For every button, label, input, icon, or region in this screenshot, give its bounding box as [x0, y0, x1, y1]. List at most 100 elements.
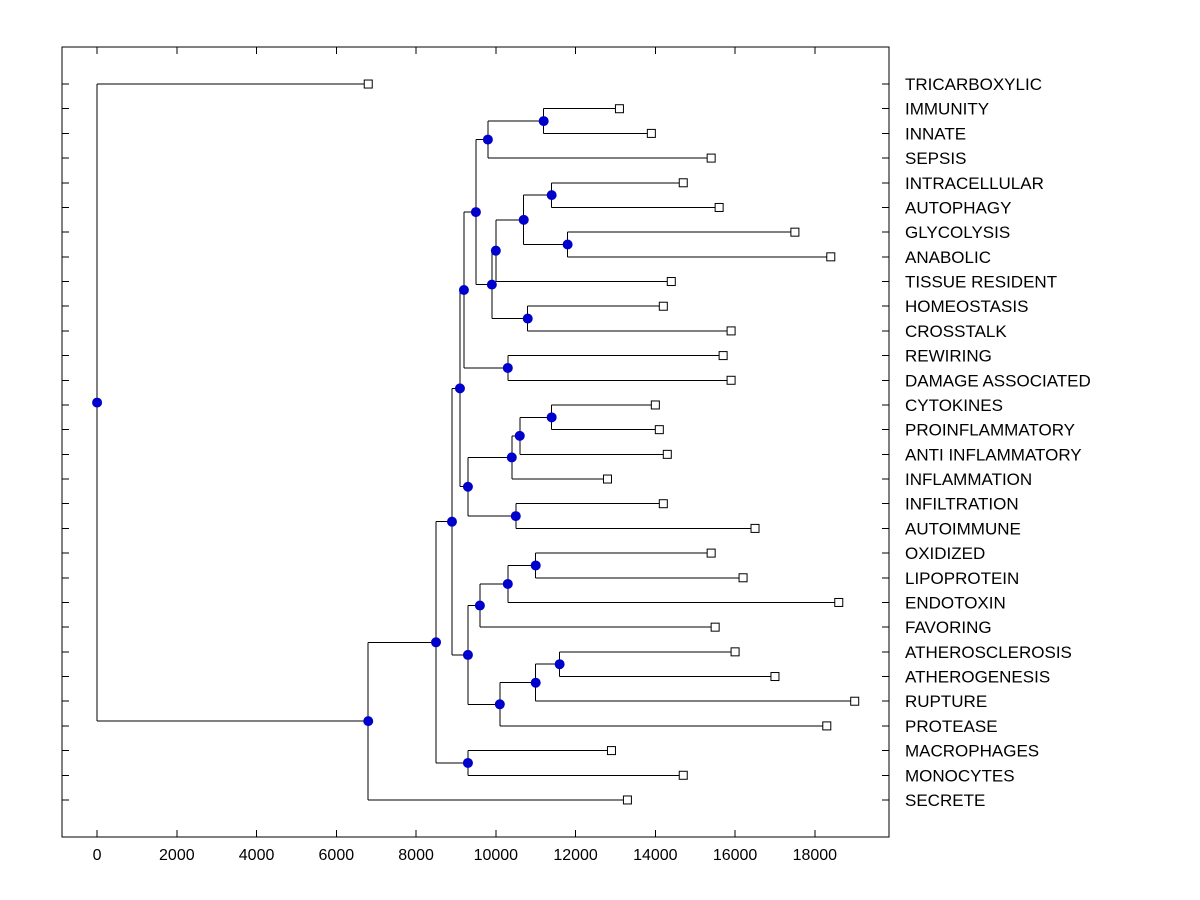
- leaf-label: CYTOKINES: [905, 396, 1003, 415]
- internal-node-marker: [490, 245, 501, 256]
- internal-node-marker: [546, 190, 557, 201]
- leaf-marker: [706, 548, 716, 558]
- internal-node-marker: [518, 214, 529, 225]
- leaf-label: GLYCOLYSIS: [905, 223, 1010, 242]
- x-tick-label: 6000: [319, 847, 355, 864]
- internal-node-marker: [494, 699, 505, 710]
- internal-node-marker: [530, 560, 541, 571]
- leaf-marker: [658, 301, 668, 311]
- leaf-label: PROTEASE: [905, 717, 998, 736]
- internal-node-marker: [363, 716, 374, 727]
- leaf-marker: [622, 795, 632, 805]
- leaf-label: INFILTRATION: [905, 495, 1019, 514]
- leaf-marker: [650, 400, 660, 410]
- leaf-label: ENDOTOXIN: [905, 593, 1006, 612]
- leaf-marker: [826, 252, 836, 262]
- leaf-label: TRICARBOXYLIC: [905, 75, 1042, 94]
- leaf-marker: [770, 672, 780, 682]
- leaf-marker: [834, 597, 844, 607]
- leaf-label: INTRACELLULAR: [905, 174, 1044, 193]
- internal-node-marker: [546, 412, 557, 423]
- leaf-label: ATHEROGENESIS: [905, 668, 1050, 687]
- internal-node-marker: [458, 285, 469, 296]
- internal-node-marker: [431, 637, 442, 648]
- leaf-label: MONOCYTES: [905, 766, 1015, 785]
- leaf-marker: [850, 696, 860, 706]
- leaf-marker: [363, 79, 373, 89]
- internal-node-marker: [538, 116, 549, 127]
- leaf-label: REWIRING: [905, 347, 992, 366]
- leaf-marker: [606, 746, 616, 756]
- leaf-label: ANABOLIC: [905, 248, 991, 267]
- leaf-marker: [602, 474, 612, 484]
- internal-node-marker: [462, 757, 473, 768]
- internal-node-marker: [482, 134, 493, 145]
- leaf-marker: [790, 227, 800, 237]
- leaf-label: ATHEROSCLEROSIS: [905, 643, 1072, 662]
- leaf-label: HOMEOSTASIS: [905, 297, 1028, 316]
- plot-box: [61, 46, 890, 838]
- leaf-labels: TRICARBOXYLIC IMMUNITY INNATE SEPSIS INTRACE…: [905, 75, 1091, 810]
- leaf-label: TISSUE RESIDENT: [905, 273, 1057, 292]
- leaf-label: PROINFLAMMATORY: [905, 421, 1075, 440]
- internal-node-marker: [554, 659, 565, 670]
- x-tick-label: 2000: [159, 847, 195, 864]
- x-tick-label: 0: [93, 847, 102, 864]
- leaf-label: SEPSIS: [905, 149, 966, 168]
- leaf-marker: [662, 449, 672, 459]
- leaf-marker: [750, 523, 760, 533]
- leaf-marker: [654, 425, 664, 435]
- leaf-marker: [726, 375, 736, 385]
- leaf-marker: [714, 202, 724, 212]
- leaf-marker: [718, 351, 728, 361]
- internal-node-marker: [470, 207, 481, 218]
- internal-node-marker: [522, 313, 533, 324]
- leaf-label: AUTOPHAGY: [905, 198, 1011, 217]
- internal-node-marker: [502, 578, 513, 589]
- leaf-marker: [706, 153, 716, 163]
- leaf-label: INNATE: [905, 124, 966, 143]
- leaf-marker: [658, 499, 668, 509]
- x-tick-label: 12000: [553, 847, 598, 864]
- markers: [92, 79, 860, 805]
- internal-node-marker: [92, 397, 103, 408]
- leaf-marker: [730, 647, 740, 657]
- leaf-label: RUPTURE: [905, 692, 987, 711]
- leaf-label: FAVORING: [905, 618, 992, 637]
- internal-node-marker: [514, 430, 525, 441]
- internal-node-marker: [530, 677, 541, 688]
- leaf-marker: [646, 128, 656, 138]
- leaf-label: AUTOIMMUNE: [905, 519, 1021, 538]
- internal-node-marker: [506, 452, 517, 463]
- leaf-marker: [614, 104, 624, 114]
- internal-node-marker: [446, 516, 457, 527]
- internal-node-marker: [474, 600, 485, 611]
- leaf-label: CROSSTALK: [905, 322, 1007, 341]
- internal-node-marker: [562, 239, 573, 250]
- branches: [96, 83, 855, 801]
- x-tick-label: 16000: [713, 847, 758, 864]
- internal-node-marker: [502, 362, 513, 373]
- internal-node-marker: [510, 511, 521, 522]
- leaf-marker: [678, 770, 688, 780]
- leaf-label: OXIDIZED: [905, 544, 985, 563]
- leaf-marker: [738, 573, 748, 583]
- internal-node-marker: [486, 279, 497, 290]
- internal-node-marker: [454, 383, 465, 394]
- leaf-label: MACROPHAGES: [905, 742, 1039, 761]
- x-tick-label: 4000: [239, 847, 275, 864]
- x-tick-label: 14000: [633, 847, 678, 864]
- leaf-marker: [822, 721, 832, 731]
- x-tick-label: 8000: [398, 847, 434, 864]
- x-tick-label: 18000: [793, 847, 838, 864]
- leaf-label: IMMUNITY: [905, 100, 989, 119]
- internal-node-marker: [462, 481, 473, 492]
- internal-node-marker: [462, 649, 473, 660]
- leaf-label: DAMAGE ASSOCIATED: [905, 371, 1091, 390]
- x-tick-label: 10000: [474, 847, 519, 864]
- leaf-label: SECRETE: [905, 791, 985, 810]
- leaf-label: LIPOPROTEIN: [905, 569, 1019, 588]
- leaf-marker: [726, 326, 736, 336]
